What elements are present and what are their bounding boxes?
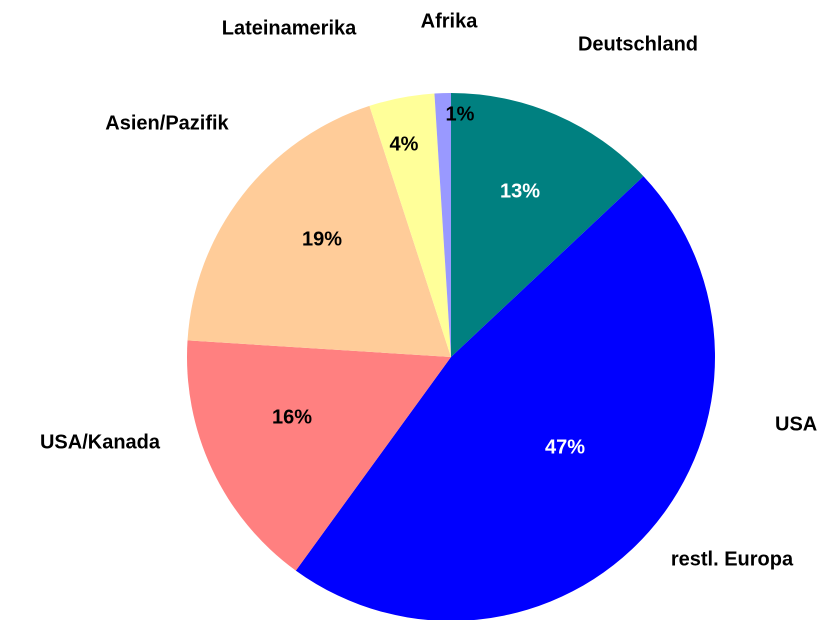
value-label: 47% <box>545 436 585 458</box>
slice-label: Asien/Pazifik <box>105 112 229 134</box>
pie-slice <box>187 105 452 357</box>
pie-slice <box>295 176 715 620</box>
pie-slice <box>186 340 451 571</box>
value-label: 16% <box>272 406 312 428</box>
pie-slice <box>451 93 644 357</box>
slice-label: USA/Kanada <box>40 431 161 453</box>
slice-label: restl. Europa <box>671 548 794 570</box>
value-label: 13% <box>500 180 540 202</box>
slice-label: Afrika <box>421 10 479 32</box>
value-label: 4% <box>390 133 419 155</box>
annotation: USA <box>775 413 817 435</box>
pie-slice <box>369 93 451 358</box>
pie-slice <box>434 93 451 357</box>
slice-label: Deutschland <box>578 33 698 55</box>
slice-label: Lateinamerika <box>222 17 357 39</box>
value-label: 19% <box>302 228 342 250</box>
value-label: 1% <box>446 103 475 125</box>
